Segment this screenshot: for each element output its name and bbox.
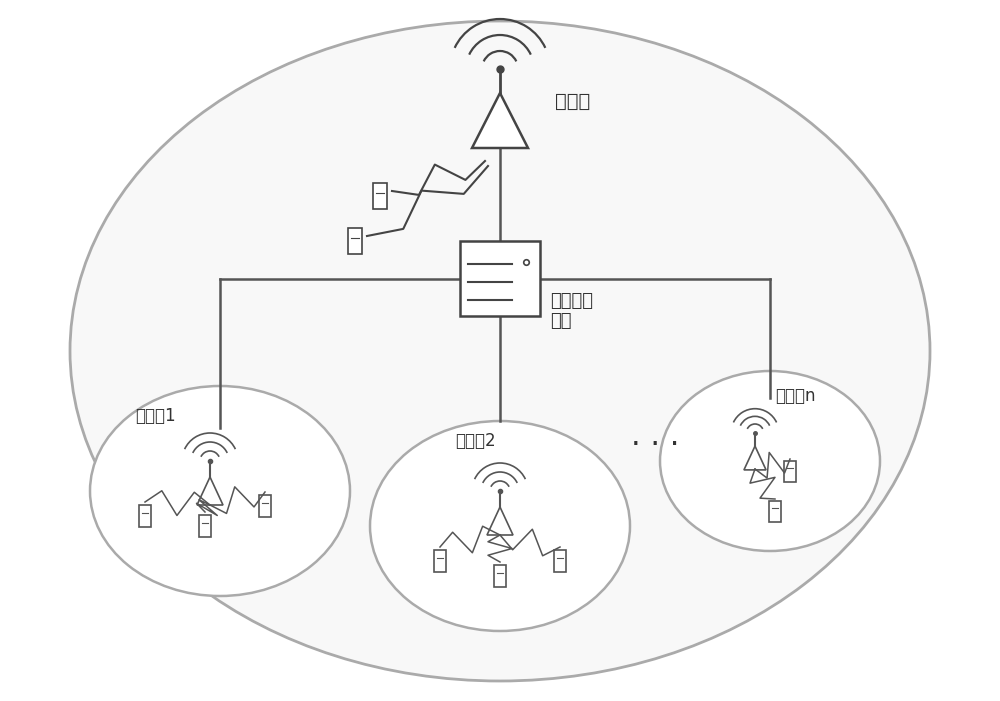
Text: 小小区1: 小小区1: [135, 407, 176, 425]
Bar: [769, 501, 781, 522]
Polygon shape: [197, 477, 223, 505]
Polygon shape: [487, 507, 513, 535]
Text: 小小区2: 小小区2: [455, 432, 496, 450]
Bar: [434, 550, 446, 572]
Bar: [460, 241, 540, 316]
Polygon shape: [744, 446, 766, 470]
Ellipse shape: [370, 421, 630, 631]
Text: 宏基站: 宏基站: [555, 92, 590, 111]
Bar: [139, 505, 151, 527]
Bar: [373, 184, 387, 209]
Ellipse shape: [660, 371, 880, 551]
Bar: [494, 565, 506, 587]
Bar: [784, 461, 796, 482]
Ellipse shape: [70, 21, 930, 681]
Text: 中央处理
单元: 中央处理 单元: [550, 292, 593, 330]
Polygon shape: [472, 93, 528, 148]
Bar: [554, 550, 566, 572]
Text: · · ·: · · ·: [631, 432, 679, 461]
Bar: [348, 229, 362, 254]
Bar: [259, 495, 271, 517]
Text: 小小区n: 小小区n: [775, 387, 816, 405]
Bar: [199, 515, 211, 537]
Ellipse shape: [90, 386, 350, 596]
